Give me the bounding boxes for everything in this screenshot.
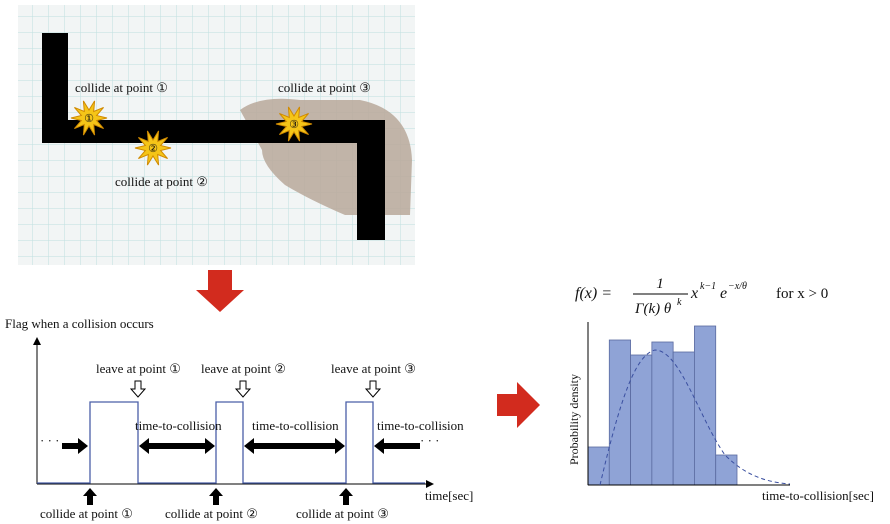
leave-arrow bbox=[129, 380, 147, 398]
lead-arrow bbox=[62, 438, 88, 454]
distribution: f(x) = 1 Γ(k) θ k x k−1 e −x/θ for x > 0 bbox=[575, 276, 828, 317]
down-arrow bbox=[196, 270, 244, 312]
collision-star bbox=[275, 106, 313, 142]
collide-arrow bbox=[83, 488, 97, 505]
photo-label: collide at point ③ bbox=[278, 80, 371, 95]
y-axis-label: Flag when a collision occurs bbox=[5, 316, 154, 331]
formula-numerator: 1 bbox=[656, 276, 664, 292]
formula-sup: k bbox=[677, 297, 682, 308]
bar bbox=[608, 339, 631, 486]
timing-diagram: Flag when a collision occurs time[sec] l… bbox=[5, 316, 473, 521]
right-arrow bbox=[497, 382, 540, 428]
collide-arrow bbox=[209, 488, 223, 505]
collide-label: collide at point ③ bbox=[296, 506, 389, 521]
formula-body: x bbox=[690, 285, 698, 302]
bar bbox=[651, 341, 674, 486]
ellipsis: · · · bbox=[420, 433, 440, 448]
gap-arrow bbox=[244, 438, 345, 454]
gap-label: time-to-collision bbox=[252, 418, 339, 433]
star-label: ① bbox=[84, 113, 94, 125]
collision-star bbox=[134, 130, 172, 166]
photo-label: collide at point ② bbox=[115, 174, 208, 189]
flag-signal bbox=[37, 401, 425, 484]
bar bbox=[694, 325, 717, 486]
gap-label: time-to-collision bbox=[377, 418, 464, 433]
x-axis-label: time[sec] bbox=[425, 488, 473, 503]
formula-denominator: Γ(k) θ bbox=[634, 301, 672, 317]
track bbox=[42, 33, 385, 240]
gap-label: time-to-collision bbox=[135, 418, 222, 433]
density-curve bbox=[599, 349, 791, 486]
collide-arrow bbox=[339, 488, 353, 505]
x-axis-label: time-to-collision[sec] bbox=[762, 488, 874, 503]
leave-label: leave at point ③ bbox=[331, 361, 416, 376]
bar bbox=[672, 351, 695, 486]
formula-sup: −x/θ bbox=[728, 281, 747, 292]
leave-arrow bbox=[234, 380, 252, 398]
leave-label: leave at point ② bbox=[201, 361, 286, 376]
formula-sup: k−1 bbox=[700, 281, 716, 292]
gap-arrow bbox=[139, 438, 215, 454]
formula-e: e bbox=[720, 285, 727, 302]
photo-label: collide at point ① bbox=[75, 80, 168, 95]
leave-label: leave at point ① bbox=[96, 361, 181, 376]
collide-label: collide at point ① bbox=[40, 506, 133, 521]
collide-label: collide at point ② bbox=[165, 506, 258, 521]
bar bbox=[715, 454, 738, 486]
ellipsis: · · · bbox=[40, 433, 60, 448]
leave-arrow bbox=[364, 380, 382, 398]
gap-arrow bbox=[374, 438, 420, 454]
star-label: ② bbox=[148, 143, 158, 155]
formula-lhs: f(x) = bbox=[575, 285, 612, 302]
photo: ① ② ③ collide at point ① collide at point … bbox=[18, 5, 415, 265]
y-axis-label: Probability density bbox=[567, 374, 581, 465]
star-label: ③ bbox=[289, 119, 299, 131]
collision-star bbox=[70, 100, 108, 136]
formula-condition: for x > 0 bbox=[776, 286, 828, 302]
bar bbox=[630, 354, 653, 486]
bar bbox=[587, 446, 610, 486]
histogram: Probability density time-to-collision[se… bbox=[567, 322, 874, 503]
